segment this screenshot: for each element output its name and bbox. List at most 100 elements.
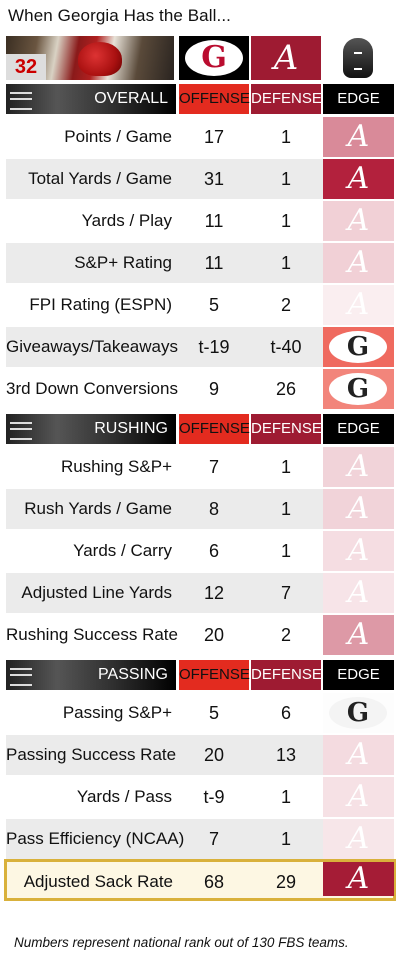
stat-label: S&P+ Rating (74, 253, 172, 272)
offense-rank: 12 (203, 583, 225, 603)
offense-rank: 20 (203, 745, 225, 765)
offense-rank: 11 (204, 211, 224, 231)
stat-label: Yards / Play (81, 211, 172, 230)
stat-row: Rush Yards / Game 8 1 A (6, 489, 394, 529)
edge-cell: A (323, 573, 394, 613)
defense-rank: 13 (275, 745, 297, 765)
edge-cell: A (323, 819, 394, 859)
section-header-rushing: RUSHING OFFENSE DEFENSE EDGE (6, 414, 394, 444)
stat-row: Adjusted Line Yards 12 7 A (6, 573, 394, 613)
footnote: Numbers represent national rank out of 1… (14, 935, 349, 950)
section-title: RUSHING (6, 414, 176, 444)
alabama-a-icon: A (347, 737, 370, 772)
edge-cell: A (323, 159, 394, 199)
stat-row: Rushing S&P+ 7 1 A (6, 447, 394, 487)
offense-rank: 7 (208, 829, 219, 849)
defense-rank: 2 (280, 295, 291, 315)
stat-row: Yards / Play 11 1 A (6, 201, 394, 241)
alabama-a-icon: A (273, 38, 299, 78)
defense-rank: 1 (280, 787, 291, 807)
section-title: OVERALL (6, 84, 176, 114)
defense-header: DEFENSE (251, 84, 322, 114)
stat-label: Passing Success Rate (6, 745, 177, 764)
edge-header: EDGE (323, 414, 394, 444)
edge-cell: A (323, 117, 394, 157)
defense-rank: 1 (280, 211, 291, 231)
georgia-g-icon (185, 40, 243, 76)
stat-row: Passing Success Rate 20 13 A (6, 735, 394, 775)
edge-cell: A (323, 531, 394, 571)
georgia-g-icon (329, 331, 387, 363)
edge-cell (323, 327, 394, 367)
georgia-g-icon (329, 373, 387, 405)
offense-rank: 31 (203, 169, 225, 189)
edge-header: EDGE (323, 660, 394, 690)
edge-cell: A (323, 735, 394, 775)
defense-rank: 6 (280, 703, 291, 723)
alabama-a-icon: A (347, 862, 370, 896)
georgia-logo (179, 36, 249, 80)
section-header-passing: PASSING OFFENSE DEFENSE EDGE (6, 660, 394, 690)
stripes-icon (10, 92, 32, 110)
edge-header: EDGE (323, 84, 394, 114)
stat-row: S&P+ Rating 11 1 A (6, 243, 394, 283)
alabama-a-icon: A (347, 287, 370, 322)
alabama-a-icon: A (347, 779, 370, 814)
offense-rank: 9 (208, 379, 219, 399)
alabama-a-icon: A (347, 449, 370, 484)
defense-rank: 1 (280, 253, 291, 273)
defense-rank: 29 (275, 872, 297, 892)
stat-label: Pass Efficiency (NCAA) (6, 829, 185, 848)
stat-row: Yards / Pass t-9 1 A (6, 777, 394, 817)
offense-rank: 5 (208, 703, 219, 723)
alabama-a-icon: A (347, 119, 370, 154)
georgia-g-icon (329, 697, 387, 729)
trophy-icon (343, 38, 373, 78)
offense-rank: 8 (208, 499, 219, 519)
header-banner: 32 A (0, 36, 400, 80)
stat-label: Passing S&P+ (62, 703, 172, 722)
alabama-a-icon: A (347, 161, 370, 196)
edge-cell: A (323, 243, 394, 283)
stat-label: Adjusted Line Yards (21, 583, 172, 602)
alabama-a-icon: A (347, 245, 370, 280)
stat-label: Points / Game (64, 127, 172, 146)
offense-rank: 7 (208, 457, 219, 477)
player-photo: 32 (6, 36, 174, 80)
defense-rank: 1 (280, 169, 291, 189)
defense-rank: t-40 (270, 337, 302, 357)
stat-row: Passing S&P+ 5 6 (6, 693, 394, 733)
stat-row: Rushing Success Rate 20 2 A (6, 615, 394, 655)
section-header-overall: OVERALL OFFENSE DEFENSE EDGE (6, 84, 394, 114)
defense-header: DEFENSE (251, 660, 322, 690)
stat-label: Total Yards / Game (28, 169, 172, 188)
alabama-a-icon: A (347, 821, 370, 856)
offense-rank: 5 (208, 295, 219, 315)
offense-rank: 6 (208, 541, 219, 561)
offense-rank: t-9 (203, 787, 225, 807)
alabama-a-icon: A (347, 491, 370, 526)
stat-label: Rush Yards / Game (24, 499, 172, 518)
helmet-image (78, 42, 122, 76)
stat-label: Giveaways/Takeaways (6, 337, 178, 356)
stat-row: FPI Rating (ESPN) 5 2 A (6, 285, 394, 325)
defense-rank: 1 (280, 457, 291, 477)
stripes-icon (10, 668, 32, 686)
stat-row: Adjusted Sack Rate 68 29 A (4, 859, 396, 901)
stat-row: Total Yards / Game 31 1 A (6, 159, 394, 199)
stat-row: Points / Game 17 1 A (6, 117, 394, 157)
defense-rank: 26 (275, 379, 297, 399)
edge-cell: A (323, 285, 394, 325)
offense-rank: 68 (203, 872, 225, 892)
offense-header: OFFENSE (179, 660, 250, 690)
defense-rank: 1 (280, 127, 291, 147)
edge-cell: A (323, 201, 394, 241)
section-title: PASSING (6, 660, 176, 690)
stat-label: Rushing S&P+ (60, 457, 172, 476)
defense-rank: 2 (280, 625, 291, 645)
alabama-logo: A (251, 36, 321, 80)
defense-rank: 1 (280, 499, 291, 519)
offense-rank: 20 (203, 625, 225, 645)
alabama-a-icon: A (347, 203, 370, 238)
stat-label: Yards / Pass (76, 787, 172, 806)
